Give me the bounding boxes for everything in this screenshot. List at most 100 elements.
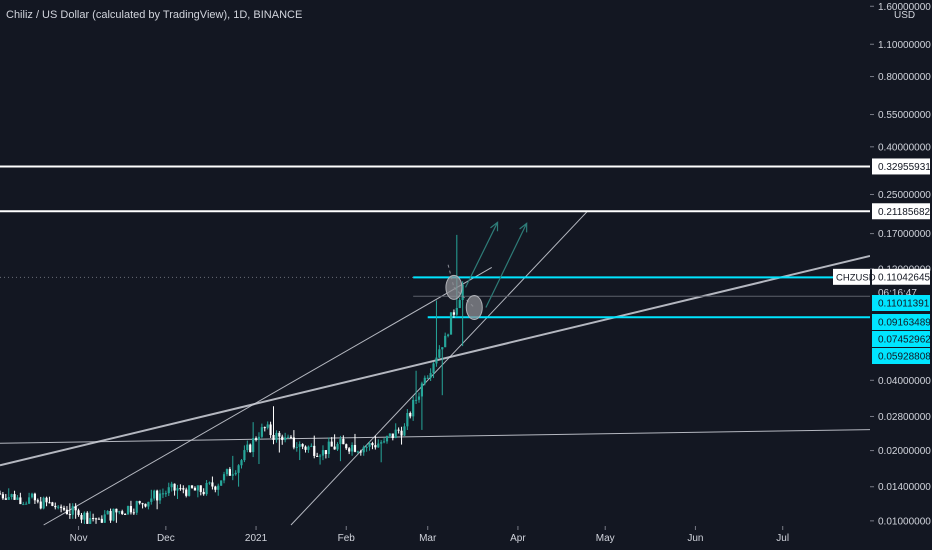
horizontal-levels-layer — [0, 165, 870, 319]
candle-body — [77, 510, 80, 515]
candle-body — [80, 514, 83, 520]
candle-body — [310, 445, 313, 447]
candle-body — [365, 446, 368, 448]
candle-body — [432, 363, 435, 374]
price-tick-label: 0.40000000 — [878, 142, 931, 153]
candle-body — [301, 444, 304, 447]
candle-body — [124, 513, 127, 515]
time-tick-label: Jun — [687, 533, 703, 544]
candle-body — [228, 469, 231, 476]
price-axis-layer: 1.60000000 1.10000000 0.80000000 0.55000000… — [833, 0, 932, 550]
candle-body — [330, 441, 333, 447]
time-tick-label: Dec — [157, 533, 175, 544]
candle-body — [132, 512, 135, 514]
candle-body — [94, 518, 98, 520]
candle-body — [16, 497, 19, 500]
candle-body — [318, 455, 322, 457]
trend-line — [0, 254, 871, 467]
candle-body — [25, 503, 28, 505]
candle-body — [324, 450, 327, 455]
price-tag — [872, 268, 930, 285]
candle-body — [243, 450, 246, 461]
candle-body — [225, 469, 229, 475]
candle-body — [156, 490, 159, 501]
candle-body — [339, 438, 342, 445]
candle-body — [292, 437, 295, 448]
candle-body — [333, 446, 336, 450]
candle-body — [86, 512, 89, 524]
ellipse-marker — [465, 295, 483, 321]
candle-body — [39, 501, 42, 509]
candle-body — [10, 494, 13, 498]
candle-body — [446, 334, 450, 336]
price-tag — [872, 158, 930, 175]
candle-body — [214, 486, 217, 490]
candle-body — [182, 488, 185, 490]
candle-body — [170, 483, 173, 488]
symbol-tag-label: CHZUSD — [836, 272, 876, 283]
candle-body — [252, 438, 255, 453]
candle-body — [412, 399, 415, 417]
ellipse-marker — [445, 274, 463, 300]
candle-body — [429, 373, 432, 378]
candle-body — [385, 436, 389, 442]
candle-body — [394, 429, 397, 439]
annotations-layer — [445, 221, 528, 321]
candle-body — [138, 501, 141, 504]
candle-body — [409, 412, 412, 417]
candle-body — [36, 500, 39, 502]
candle-body — [240, 460, 243, 466]
candle-body — [345, 444, 348, 449]
candle-body — [42, 497, 45, 509]
candle-body — [391, 433, 394, 439]
candle-body — [74, 506, 77, 511]
candle-body — [452, 312, 456, 315]
candle-body — [295, 446, 298, 448]
candle-body — [150, 498, 153, 502]
candle-body — [234, 472, 237, 475]
candle-body — [7, 497, 10, 500]
candle-body — [284, 437, 287, 440]
candle-body — [185, 489, 188, 496]
projection-arrow — [465, 222, 499, 288]
candle-body — [275, 432, 278, 440]
zigzag-dashed — [453, 287, 475, 308]
candle-body — [420, 383, 424, 397]
price-tick-label: 0.80000000 — [878, 72, 931, 83]
price-tag-label: 0.11011391 — [878, 299, 930, 310]
price-tick-label: 0.04000000 — [878, 376, 931, 387]
candle-body — [115, 508, 118, 513]
candle-body — [0, 493, 2, 495]
candle-body — [327, 441, 330, 455]
candle-body — [164, 493, 167, 495]
candle-body — [231, 474, 234, 476]
candle-body — [167, 487, 170, 494]
candle-body — [57, 506, 60, 508]
candle-body — [313, 445, 316, 456]
price-tick-label: 0.25000000 — [878, 190, 931, 201]
candle-body — [304, 446, 307, 450]
candle-body — [109, 510, 112, 521]
time-tick-label: Jul — [776, 533, 789, 544]
candle-body — [371, 443, 374, 446]
candle-body — [51, 502, 54, 506]
candle-body — [147, 501, 150, 507]
price-tag-label: 0.21185682 — [878, 207, 931, 218]
time-tick-label: 2021 — [245, 533, 268, 544]
candle-body — [176, 488, 179, 491]
candle-body — [193, 487, 197, 491]
candle-body — [266, 424, 269, 428]
arrow-head — [490, 221, 499, 232]
candle-body — [403, 426, 406, 436]
price-tag-label: 0.11042645 — [878, 272, 931, 283]
price-tag — [872, 348, 930, 364]
candle-body — [13, 494, 16, 500]
time-tick-label: May — [596, 533, 615, 544]
trend-line — [43, 267, 492, 526]
candle-body — [100, 518, 103, 523]
candle-body — [158, 493, 162, 501]
price-tag-label: 0.09163489 — [878, 318, 931, 329]
projection-arrow — [485, 223, 528, 308]
candle-body — [307, 446, 310, 450]
